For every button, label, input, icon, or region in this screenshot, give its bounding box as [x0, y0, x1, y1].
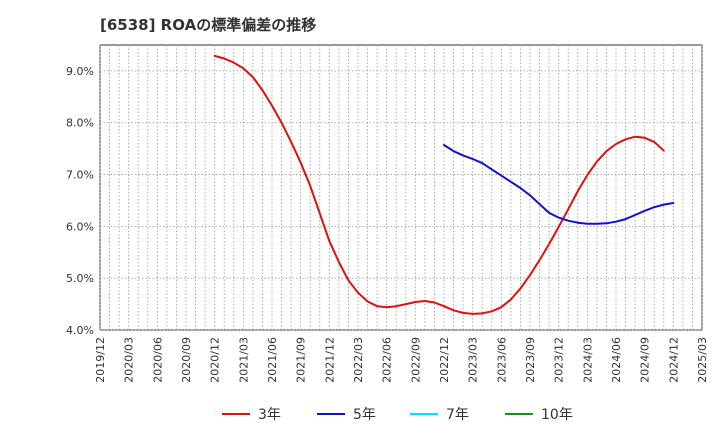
- x-tick-label: 2022/06: [381, 337, 394, 383]
- x-tick-label: 2023/06: [495, 337, 508, 383]
- grid: [99, 45, 703, 331]
- legend-label: 7年: [446, 407, 469, 423]
- x-axis-ticks: 2019/12 2020/03 2020/06 2020/09 2020/12 2021/…: [94, 337, 709, 383]
- x-tick-label: 2023/12: [553, 337, 566, 383]
- x-tick-label: 2020/03: [123, 337, 136, 383]
- x-tick-label: 2020/09: [180, 337, 193, 383]
- x-tick-label: 2019/12: [94, 337, 107, 383]
- x-tick-label: 2021/09: [295, 337, 308, 383]
- legend-label: 3年: [258, 407, 281, 423]
- x-tick-label: 2024/09: [639, 337, 652, 383]
- y-axis-ticks: 4.0% 5.0% 6.0% 7.0% 8.0% 9.0%: [66, 65, 94, 337]
- x-tick-label: 2022/03: [352, 337, 365, 383]
- chart-title: [6538] ROAの標準偏差の推移: [100, 16, 317, 34]
- plot-area: [99, 44, 703, 331]
- legend-label: 10年: [541, 407, 573, 423]
- x-tick-label: 2020/06: [151, 337, 164, 383]
- x-tick-label: 2024/03: [581, 337, 594, 383]
- x-tick-label: 2021/03: [237, 337, 250, 383]
- x-tick-label: 2022/12: [438, 337, 451, 383]
- series-line: [213, 54, 665, 315]
- x-tick-label: 2023/03: [467, 337, 480, 383]
- y-tick-label: 9.0%: [66, 65, 94, 78]
- y-tick-label: 5.0%: [66, 272, 94, 285]
- x-tick-label: 2021/12: [323, 337, 336, 383]
- x-tick-label: 2024/06: [610, 337, 623, 383]
- x-tick-label: 2020/12: [209, 337, 222, 383]
- x-tick-label: 2025/03: [696, 337, 709, 383]
- y-tick-label: 7.0%: [66, 169, 94, 182]
- y-tick-label: 6.0%: [66, 220, 94, 233]
- x-tick-label: 2023/09: [524, 337, 537, 383]
- series-line: [443, 144, 675, 225]
- legend-label: 5年: [353, 407, 376, 423]
- y-tick-label: 4.0%: [66, 324, 94, 337]
- x-tick-label: 2024/12: [667, 337, 680, 383]
- legend: 3年 5年 7年 10年: [222, 407, 573, 423]
- series: [213, 54, 675, 315]
- x-tick-label: 2021/06: [266, 337, 279, 383]
- x-tick-label: 2022/09: [409, 337, 422, 383]
- y-tick-label: 8.0%: [66, 117, 94, 130]
